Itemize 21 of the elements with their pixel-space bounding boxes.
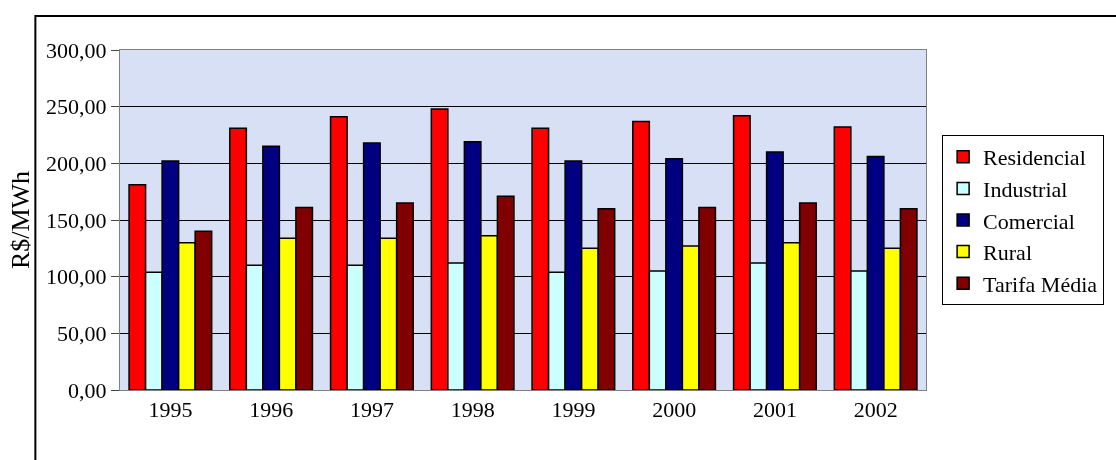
legend-label: Industrial <box>983 176 1068 202</box>
x-tick-label: 2002 <box>853 397 898 423</box>
legend-label: Tarifa Média <box>983 271 1098 297</box>
legend-label: Comercial <box>983 208 1075 234</box>
legend-label: Residencial <box>983 145 1086 171</box>
y-tick-label: 50,00 <box>57 321 107 347</box>
y-tick-label: 300,00 <box>46 37 107 63</box>
y-axis-title: R$/MWh <box>6 170 36 270</box>
y-tick-label: 150,00 <box>46 207 107 233</box>
legend-label: Rural <box>983 240 1033 266</box>
x-tick-label: 1998 <box>450 397 495 423</box>
x-tick-label: 2000 <box>652 397 697 423</box>
x-tick-label: 1999 <box>551 397 596 423</box>
y-tick-label: 0,00 <box>68 377 107 403</box>
y-tick-label: 250,00 <box>46 94 107 120</box>
x-tick-label: 1996 <box>249 397 294 423</box>
y-tick-label: 200,00 <box>46 151 107 177</box>
x-tick-label: 1995 <box>148 397 193 423</box>
x-tick-label: 1997 <box>349 397 394 423</box>
x-tick-label: 2001 <box>752 397 797 423</box>
y-tick-label: 100,00 <box>46 264 107 290</box>
